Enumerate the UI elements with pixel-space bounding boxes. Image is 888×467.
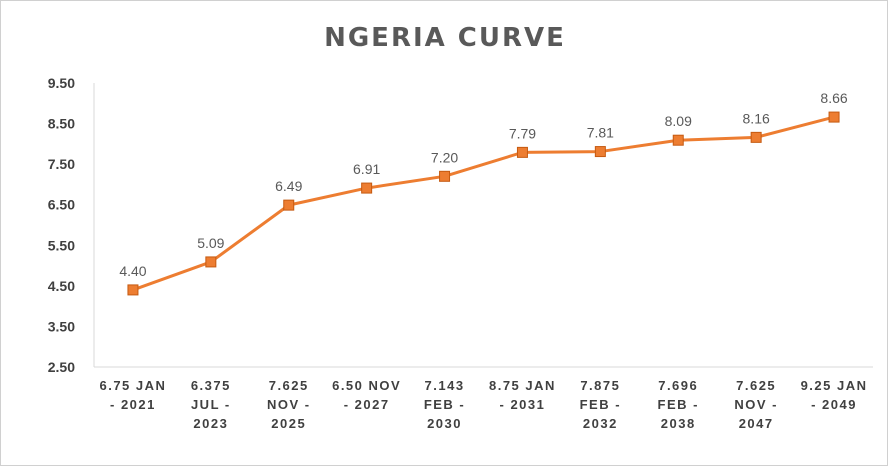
x-tick-label-line: 2038 xyxy=(661,416,696,431)
data-point-marker xyxy=(361,182,373,194)
series-line xyxy=(127,111,840,296)
data-point-marker xyxy=(516,146,528,158)
x-tick-label-line: 2023 xyxy=(193,416,228,431)
x-tick-label-line: 7.625 xyxy=(269,378,309,393)
data-point-marker xyxy=(283,199,295,211)
x-axis: 6.75 JAN - 2021 6.375 JUL - 2023 7.625 NOV - 20… xyxy=(94,366,873,431)
data-point-marker xyxy=(439,170,451,182)
x-tick-label-line: - 2049 xyxy=(811,397,857,412)
y-tick-label: 3.50 xyxy=(48,318,75,334)
x-tick-label: 6.50 NOV - 2027 xyxy=(332,378,401,412)
data-point-marker xyxy=(750,131,762,143)
x-tick-label-line: 6.75 JAN xyxy=(99,378,166,393)
x-tick-label: 6.75 JAN - 2021 xyxy=(99,378,166,412)
x-tick-label: 7.625 NOV - 2025 xyxy=(267,378,311,431)
x-tick-label-line: FEB - xyxy=(424,397,465,412)
chart-title: NGERIA CURVE xyxy=(324,23,566,53)
x-tick-label-line: 2030 xyxy=(427,416,462,431)
x-tick-label: 7.696 FEB - 2038 xyxy=(658,378,699,431)
data-label: 6.49 xyxy=(275,178,302,194)
y-tick-label: 2.50 xyxy=(48,359,75,375)
x-tick-label-line: JUL - xyxy=(191,397,231,412)
y-axis: 9.50 8.50 7.50 6.50 5.50 4.50 3.50 2.50 xyxy=(48,75,95,375)
x-tick-label-line: 7.696 xyxy=(658,378,698,393)
y-tick-label: 8.50 xyxy=(48,116,75,132)
data-label: 7.20 xyxy=(431,149,458,165)
x-tick-label-line: NOV - xyxy=(267,397,311,412)
data-label: 4.40 xyxy=(119,263,146,279)
y-tick-label: 9.50 xyxy=(48,75,75,91)
data-label: 8.16 xyxy=(743,110,770,126)
series-line-path xyxy=(132,115,835,292)
y-tick-label: 5.50 xyxy=(48,237,75,253)
x-tick-label: 8.75 JAN - 2031 xyxy=(489,378,556,412)
y-tick-label: 7.50 xyxy=(48,156,75,172)
data-label: 7.79 xyxy=(509,125,536,141)
x-tick-label-line: 2047 xyxy=(739,416,774,431)
data-label: 7.81 xyxy=(587,125,614,141)
x-tick-label-line: 2032 xyxy=(583,416,618,431)
x-tick-label-line: NOV - xyxy=(734,397,778,412)
x-tick-label: 7.625 NOV - 2047 xyxy=(734,378,778,431)
x-tick-label-line: - 2031 xyxy=(500,397,546,412)
data-point-marker xyxy=(594,146,606,158)
x-tick-label-line: - 2027 xyxy=(344,397,390,412)
x-tick-label-line: 6.375 xyxy=(191,378,231,393)
x-tick-label-line: - 2021 xyxy=(110,397,156,412)
data-point-marker xyxy=(828,111,840,123)
x-tick-label: 7.143 FEB - 2030 xyxy=(424,378,465,431)
data-label: 8.66 xyxy=(820,90,847,106)
y-tick-label: 4.50 xyxy=(48,278,75,294)
data-point-marker xyxy=(127,284,139,296)
data-label: 5.09 xyxy=(197,235,224,251)
data-point-marker xyxy=(205,256,217,268)
y-tick-label: 6.50 xyxy=(48,197,75,213)
x-tick-label-line: 2025 xyxy=(271,416,306,431)
x-tick-label-line: 9.25 JAN xyxy=(801,378,868,393)
x-tick-label-line: 8.75 JAN xyxy=(489,378,556,393)
data-label: 8.09 xyxy=(665,113,692,129)
data-labels: 4.40 5.09 6.49 6.91 7.20 7.79 7.81 8.09 8.16 8.66 xyxy=(119,90,848,279)
x-tick-label-line: FEB - xyxy=(658,397,699,412)
x-tick-label-line: 7.625 xyxy=(736,378,776,393)
x-tick-label: 6.375 JUL - 2023 xyxy=(191,378,231,431)
x-tick-label: 9.25 JAN - 2049 xyxy=(801,378,868,412)
data-label: 6.91 xyxy=(353,161,380,177)
x-tick-label-line: 7.143 xyxy=(425,378,465,393)
x-tick-label-line: 6.50 NOV xyxy=(332,378,401,393)
x-tick-label-line: 7.875 xyxy=(580,378,620,393)
data-point-marker xyxy=(672,134,684,146)
x-tick-label-line: FEB - xyxy=(580,397,621,412)
x-tick-label: 7.875 FEB - 2032 xyxy=(580,378,621,431)
